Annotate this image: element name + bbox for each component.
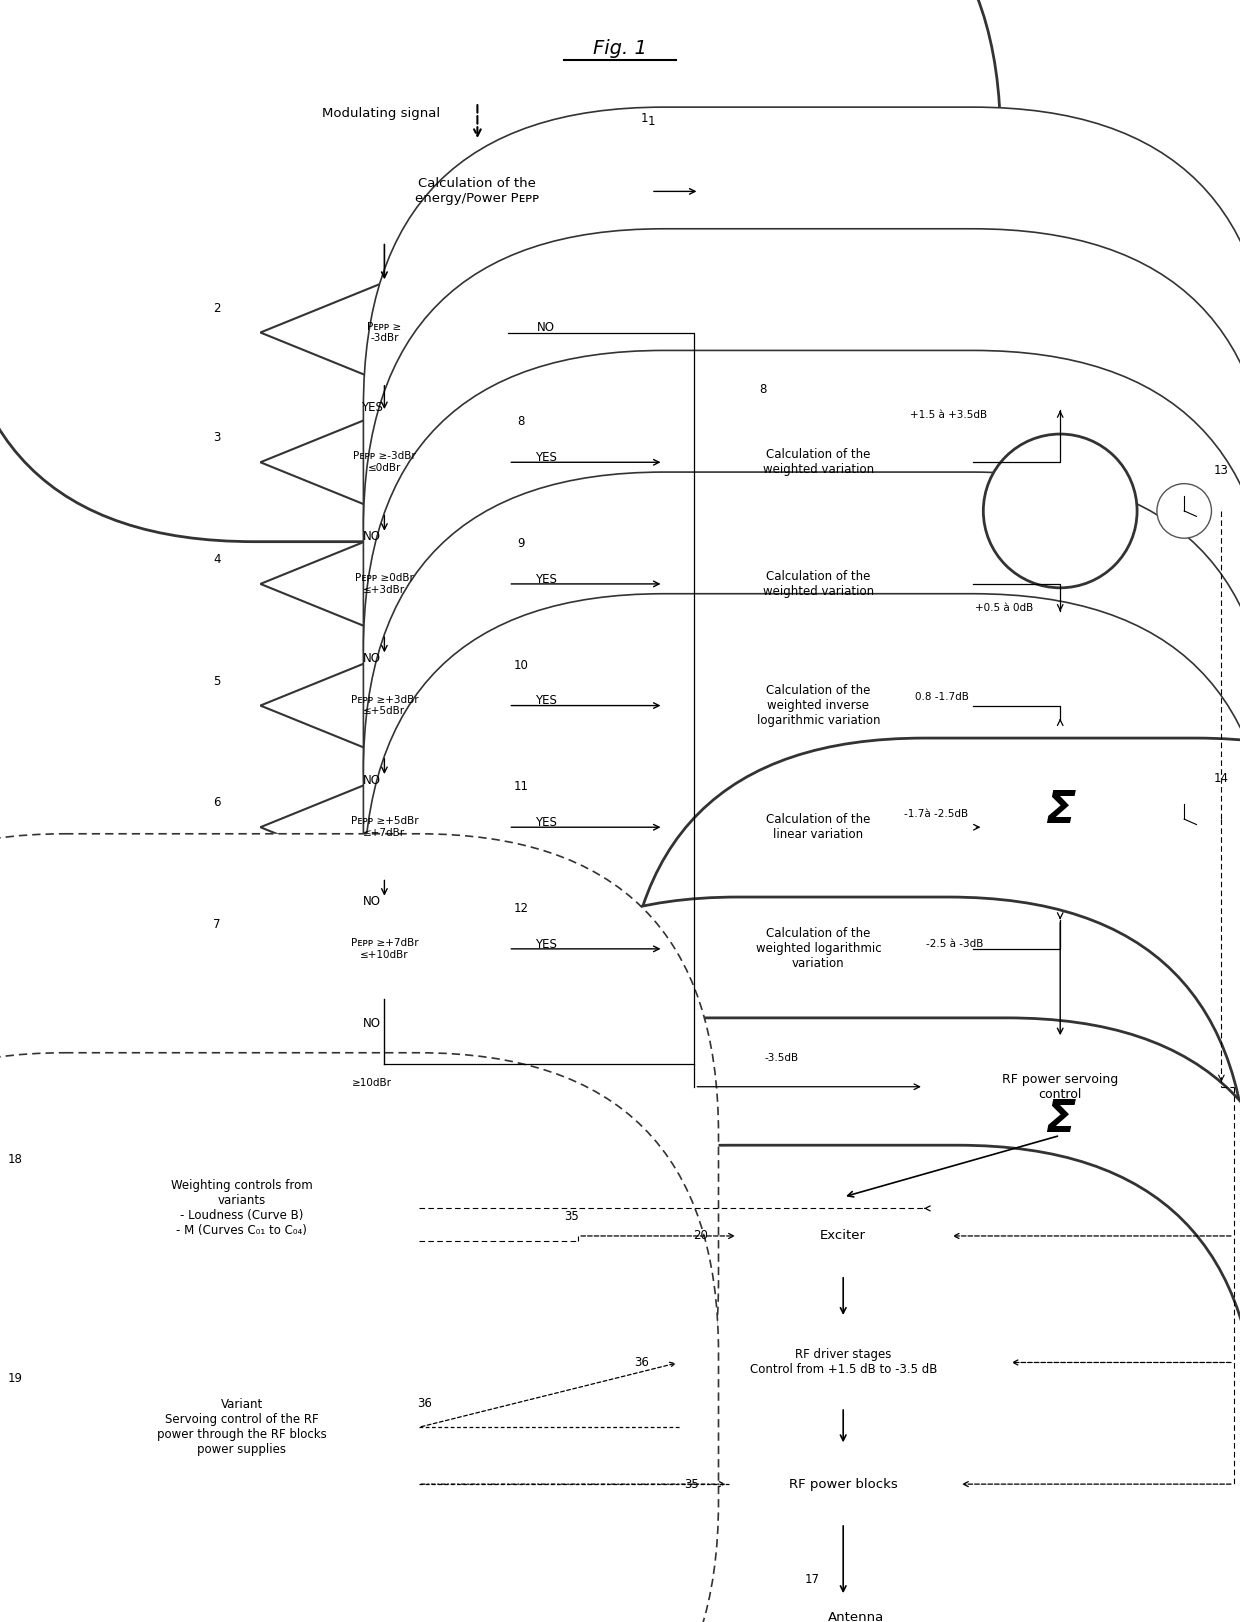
Text: 5: 5 [213,675,221,688]
Text: Pᴇᴘᴘ ≥0dBr
≤+3dBr: Pᴇᴘᴘ ≥0dBr ≤+3dBr [355,573,414,595]
Text: 17: 17 [805,1573,820,1586]
Text: 14: 14 [1214,772,1229,785]
Text: 18: 18 [9,1153,22,1166]
Text: Calculation of the
weighted variation: Calculation of the weighted variation [763,448,874,477]
Text: -3.5dB: -3.5dB [764,1053,799,1062]
FancyBboxPatch shape [0,1053,718,1622]
Text: 2: 2 [213,302,221,315]
Text: NO: NO [363,530,381,543]
Polygon shape [260,899,508,999]
Polygon shape [260,777,508,878]
Text: 7: 7 [213,918,221,931]
Text: 12: 12 [513,902,528,915]
Text: RF power blocks: RF power blocks [789,1478,898,1491]
Text: Modulating signal: Modulating signal [322,107,440,120]
Text: NO: NO [537,321,554,334]
Polygon shape [260,412,508,513]
Text: +1.5 à +3.5dB: +1.5 à +3.5dB [910,410,987,420]
FancyBboxPatch shape [363,472,1240,1182]
Text: +0.5 à 0dB: +0.5 à 0dB [976,603,1033,613]
Text: -1.7à -2.5dB: -1.7à -2.5dB [904,809,968,819]
Text: 19: 19 [7,1372,24,1385]
Text: Calculation of the
linear variation: Calculation of the linear variation [766,813,870,842]
FancyBboxPatch shape [363,229,1240,939]
Text: 35: 35 [564,1210,579,1223]
Polygon shape [260,655,508,756]
FancyBboxPatch shape [651,159,744,224]
Text: Pᴇᴘᴘ ≥+5dBr
≤+7dBr: Pᴇᴘᴘ ≥+5dBr ≤+7dBr [351,816,418,839]
Text: YES: YES [534,451,557,464]
Text: 11: 11 [513,780,528,793]
Circle shape [1157,483,1211,539]
FancyBboxPatch shape [624,738,1240,1435]
Text: 9: 9 [517,537,525,550]
FancyBboxPatch shape [438,897,1240,1575]
Text: Weighting controls from
variants
- Loudness (Curve B)
- M (Curves C₀₁ to C₀₄): Weighting controls from variants - Loudn… [171,1179,312,1238]
Text: YES: YES [534,938,557,950]
Text: Σ: Σ [1045,1098,1075,1140]
Text: YES: YES [361,401,383,414]
Text: 4: 4 [213,553,221,566]
Text: NO: NO [363,895,381,908]
Polygon shape [260,534,508,634]
Text: Exciter: Exciter [820,1229,867,1242]
Text: NO: NO [363,652,381,665]
Text: 13: 13 [1214,464,1229,477]
Text: 8: 8 [759,383,766,396]
FancyBboxPatch shape [363,594,1240,1304]
Text: RF driver stages
Control from +1.5 dB to -3.5 dB: RF driver stages Control from +1.5 dB to… [749,1348,937,1377]
Text: Σ: Σ [1045,790,1075,832]
FancyBboxPatch shape [363,107,1240,817]
Text: Calculation of the
weighted variation: Calculation of the weighted variation [763,569,874,599]
Text: YES: YES [534,573,557,586]
FancyBboxPatch shape [0,0,1001,542]
Text: Variant
Servoing control of the RF
power through the RF blocks
power supplies: Variant Servoing control of the RF power… [157,1398,326,1457]
Text: 36: 36 [418,1397,432,1410]
Text: 8: 8 [517,415,525,428]
Text: 1: 1 [641,112,649,125]
Text: Antenna: Antenna [827,1611,884,1622]
Text: Calculation of the
weighted logarithmic
variation: Calculation of the weighted logarithmic … [755,928,882,970]
Text: 10: 10 [513,659,528,672]
Text: Calculation of the
energy/Power Pᴇᴘᴘ: Calculation of the energy/Power Pᴇᴘᴘ [415,177,539,206]
Text: Pᴇᴘᴘ ≥+7dBr
≤+10dBr: Pᴇᴘᴘ ≥+7dBr ≤+10dBr [351,938,418,960]
Text: Pᴇᴘᴘ ≥+3dBr
≤+5dBr: Pᴇᴘᴘ ≥+3dBr ≤+5dBr [351,694,418,717]
FancyBboxPatch shape [429,1145,1240,1622]
Text: Calculation of the
weighted inverse
logarithmic variation: Calculation of the weighted inverse loga… [756,684,880,727]
Text: NO: NO [363,1017,381,1030]
Text: 35: 35 [684,1478,698,1491]
Circle shape [983,743,1137,895]
FancyBboxPatch shape [0,834,718,1583]
FancyBboxPatch shape [363,350,1240,1061]
Text: Fig. 1: Fig. 1 [593,39,647,58]
Polygon shape [260,282,508,383]
Text: Pᴇᴘᴘ ≥
-3dBr: Pᴇᴘᴘ ≥ -3dBr [367,321,402,344]
Text: 0.8 -1.7dB: 0.8 -1.7dB [915,693,970,702]
Text: 3: 3 [213,431,221,444]
FancyBboxPatch shape [379,1019,1240,1622]
Text: 1: 1 [647,115,655,128]
Text: Pᴇᴘᴘ ≥-3dBr
≤0dBr: Pᴇᴘᴘ ≥-3dBr ≤0dBr [353,451,415,474]
Text: ≥10dBr: ≥10dBr [352,1079,392,1088]
Circle shape [983,435,1137,587]
Text: NO: NO [363,774,381,787]
Text: 36: 36 [635,1356,649,1369]
Text: YES: YES [534,816,557,829]
Text: 20: 20 [693,1229,708,1242]
Text: YES: YES [534,694,557,707]
Text: -2.5 à -3dB: -2.5 à -3dB [926,939,983,949]
Text: 6: 6 [213,796,221,809]
Text: RF power servoing
control: RF power servoing control [1002,1072,1118,1101]
Circle shape [1157,792,1211,847]
